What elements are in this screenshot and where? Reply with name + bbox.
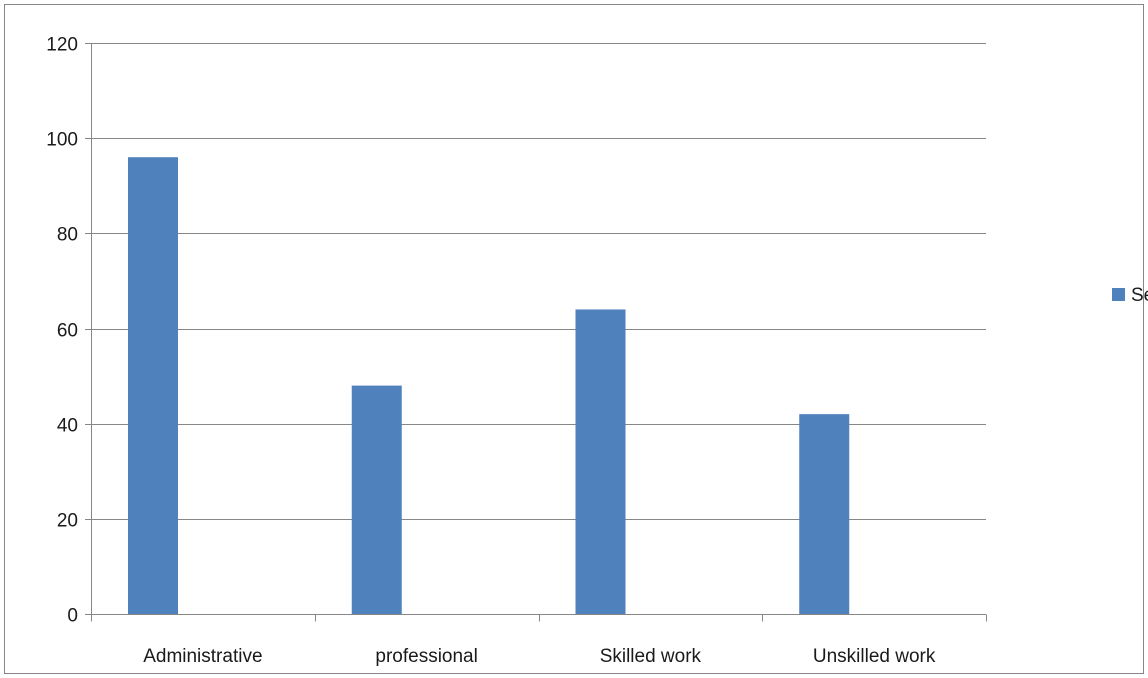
legend-swatch-series-1 <box>1112 288 1125 301</box>
bars <box>128 157 850 614</box>
x-tick-label-administrative: Administrative <box>143 646 262 667</box>
gridlines <box>91 43 986 520</box>
chart-frame <box>4 4 1144 674</box>
y-tick-label-0: 0 <box>67 606 78 627</box>
y-tick-label-60: 60 <box>57 321 78 342</box>
y-tick-label-120: 120 <box>46 35 78 56</box>
y-tick-label-40: 40 <box>57 416 78 437</box>
y-tick-label-100: 100 <box>46 130 78 151</box>
x-tick-labels: Administrative professional Skilled work Un… <box>143 646 936 667</box>
bar-professional <box>351 385 402 614</box>
bar-skilled-work <box>575 309 626 614</box>
y-tick-label-80: 80 <box>57 225 78 246</box>
y-tick-labels: 0 20 40 60 80 100 120 <box>46 35 78 627</box>
legend: Series 1 <box>1112 285 1148 306</box>
y-tick-label-20: 20 <box>57 511 78 532</box>
x-tick-label-professional: professional <box>375 646 477 667</box>
bar-administrative <box>128 157 178 614</box>
x-tick-label-unskilled-work: Unskilled work <box>813 646 936 667</box>
x-tick-label-skilled-work: Skilled work <box>600 646 702 667</box>
legend-label-series-1: Series 1 <box>1131 285 1148 306</box>
bar-unskilled-work <box>799 414 850 614</box>
axes <box>85 43 987 622</box>
